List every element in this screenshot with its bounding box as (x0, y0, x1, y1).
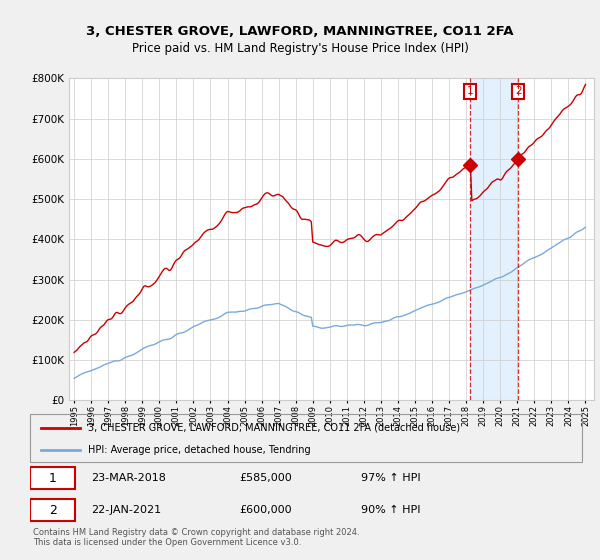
Text: 3, CHESTER GROVE, LAWFORD, MANNINGTREE, CO11 2FA: 3, CHESTER GROVE, LAWFORD, MANNINGTREE, … (86, 25, 514, 38)
Text: 1: 1 (49, 472, 56, 485)
Text: £585,000: £585,000 (240, 473, 293, 483)
Text: 23-MAR-2018: 23-MAR-2018 (91, 473, 166, 483)
Text: £600,000: £600,000 (240, 505, 292, 515)
Text: 22-JAN-2021: 22-JAN-2021 (91, 505, 161, 515)
Text: 1: 1 (467, 86, 473, 96)
Text: Contains HM Land Registry data © Crown copyright and database right 2024.
This d: Contains HM Land Registry data © Crown c… (33, 528, 359, 547)
FancyBboxPatch shape (30, 499, 75, 521)
Text: 2: 2 (515, 86, 521, 96)
Text: HPI: Average price, detached house, Tendring: HPI: Average price, detached house, Tend… (88, 445, 311, 455)
Text: 97% ↑ HPI: 97% ↑ HPI (361, 473, 421, 483)
Text: 3, CHESTER GROVE, LAWFORD, MANNINGTREE, CO11 2FA (detached house): 3, CHESTER GROVE, LAWFORD, MANNINGTREE, … (88, 423, 460, 433)
Bar (470, 78, 518, 400)
Text: Price paid vs. HM Land Registry's House Price Index (HPI): Price paid vs. HM Land Registry's House … (131, 42, 469, 55)
Text: 90% ↑ HPI: 90% ↑ HPI (361, 505, 421, 515)
FancyBboxPatch shape (30, 468, 75, 489)
Text: 2: 2 (49, 503, 56, 516)
